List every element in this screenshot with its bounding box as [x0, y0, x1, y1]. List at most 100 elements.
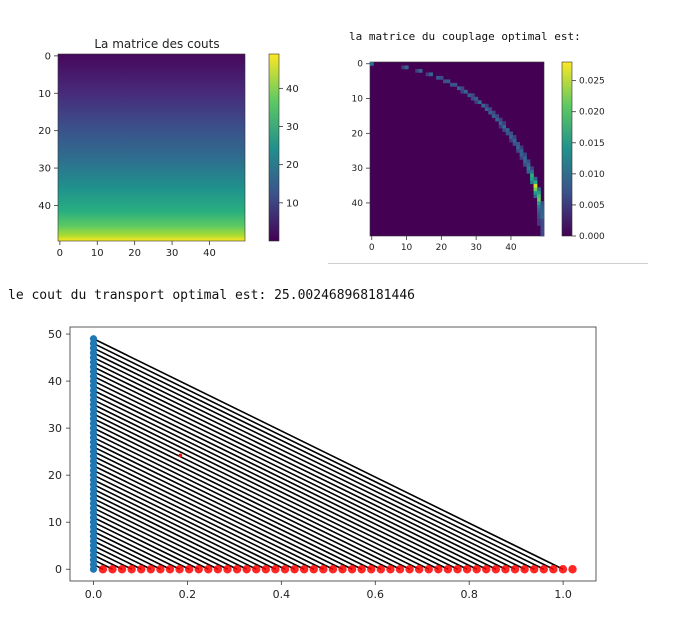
- transport-line: [93, 366, 506, 570]
- red-point: [520, 565, 529, 574]
- transport-line: [93, 347, 545, 570]
- red-point: [395, 565, 405, 574]
- transport-plot: 0.0 0.2 0.4 0.6 0.8 1.0 0 10 20 30 40 50: [48, 326, 597, 601]
- cost-matrix-chart: La matrice des couts 0 10 20 30 40 0 10 20 30 40…: [38, 37, 299, 259]
- red-point: [367, 565, 376, 574]
- coupling-matrix-chart: 0 10 20 30 40 0 10 20 30 40 0.000 0.005 0.010 0.015…: [352, 60, 605, 253]
- coupling-cell: [488, 107, 493, 112]
- transport-line: [93, 408, 420, 570]
- red-point: [261, 565, 271, 574]
- red-point: [491, 565, 501, 574]
- coupling-cell: [512, 138, 517, 143]
- red-point: [347, 565, 357, 574]
- red-point: [453, 565, 462, 574]
- coupling-ytick-label: 30: [352, 164, 364, 174]
- cost-ytick-label: 40: [38, 201, 51, 212]
- coupling-xtick-label: 0: [369, 243, 375, 253]
- transport-line: [93, 540, 152, 570]
- coupling-cell: [540, 211, 545, 216]
- cost-colorbar: [268, 53, 280, 242]
- coupling-cell: [523, 162, 527, 167]
- scatter-ytick-label: 20: [48, 469, 62, 482]
- coupling-cell: [540, 208, 545, 212]
- coupling-cell: [436, 75, 440, 80]
- coupling-cell: [498, 121, 503, 125]
- coupling-cell: [533, 183, 538, 188]
- red-point: [204, 565, 213, 574]
- red-point: [280, 565, 290, 574]
- coupling-cell: [530, 176, 534, 181]
- red-point: [405, 565, 414, 574]
- coupling-cell: [530, 180, 534, 185]
- coupling-cell: [502, 121, 507, 125]
- transport-line: [93, 427, 382, 570]
- cost-cbar-tick-label: 20: [286, 160, 299, 171]
- coupling-cell: [533, 194, 538, 199]
- transport-line: [93, 446, 344, 570]
- red-point: [290, 565, 299, 574]
- coupling-cell: [470, 93, 475, 98]
- red-point: [414, 565, 424, 574]
- red-point: [376, 565, 386, 574]
- red-point: [434, 565, 443, 574]
- transport-line: [93, 474, 286, 570]
- coupling-cell: [540, 222, 545, 226]
- coupling-cell: [470, 96, 475, 101]
- red-point: [146, 565, 155, 574]
- red-point: [338, 565, 347, 574]
- coupling-cell: [540, 229, 545, 233]
- coupling-xtick-label: 20: [436, 243, 448, 253]
- red-point: [482, 565, 491, 574]
- coupling-cbar-tick-label: 0.015: [579, 139, 605, 149]
- coupling-cbar-tick-label: 0.000: [579, 232, 605, 242]
- coupling-cbar-tick-label: 0.005: [579, 201, 605, 211]
- red-point: [127, 565, 136, 574]
- transport-line: [93, 488, 257, 570]
- transport-line: [93, 549, 133, 570]
- coupling-cell: [498, 124, 503, 129]
- coupling-cell: [537, 218, 541, 223]
- coupling-cell: [537, 201, 541, 205]
- scatter-ytick-label: 10: [48, 516, 62, 529]
- coupling-cell: [519, 155, 524, 160]
- red-point: [223, 565, 232, 574]
- transport-line: [93, 516, 200, 570]
- coupling-cell: [519, 152, 524, 157]
- red-point: [357, 565, 366, 574]
- transport-line: [93, 436, 363, 570]
- transport-line: [93, 380, 478, 570]
- coupling-cell: [537, 211, 541, 216]
- coupling-cell: [509, 138, 513, 143]
- transport-line: [93, 361, 516, 570]
- red-point: [501, 565, 510, 574]
- coupling-cell: [429, 72, 433, 77]
- coupling-cell: [519, 145, 524, 150]
- scatter-ytick-label: 0: [55, 563, 62, 576]
- transport-line: [93, 545, 142, 570]
- coupling-cell: [540, 201, 545, 205]
- coupling-cell: [484, 107, 489, 112]
- red-point: [165, 565, 175, 574]
- coupling-cell: [443, 79, 447, 84]
- coupling-cell: [370, 62, 374, 66]
- red-point: [175, 565, 184, 574]
- red-point: [462, 565, 472, 574]
- scatter-xtick-label: 1.0: [554, 588, 572, 601]
- transport-line: [93, 530, 171, 570]
- transport-line: [93, 385, 468, 570]
- transport-line: [93, 356, 526, 570]
- cost-heatmap: [57, 53, 246, 242]
- coupling-heatmap-bg: [369, 61, 545, 237]
- coupling-cell: [505, 131, 510, 136]
- red-point: [529, 565, 539, 574]
- coupling-cell: [537, 187, 541, 192]
- coupling-cell: [509, 135, 513, 139]
- coupling-colorbar: [561, 61, 573, 237]
- transport-line: [93, 432, 372, 570]
- transport-line: [93, 460, 315, 570]
- coupling-cell: [401, 65, 406, 70]
- coupling-cell: [446, 79, 451, 84]
- cost-xtick-label: 30: [166, 248, 179, 259]
- coupling-cell: [453, 82, 458, 87]
- red-point: [194, 565, 203, 574]
